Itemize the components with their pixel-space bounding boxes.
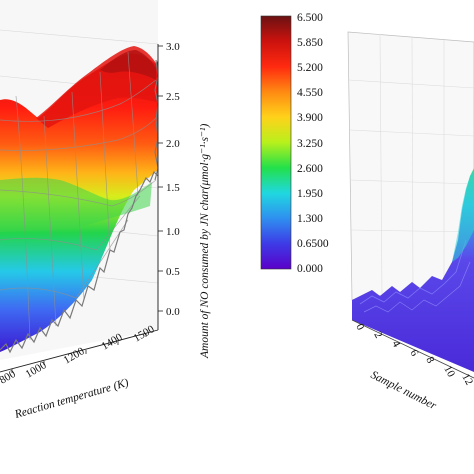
colorbar-tick-label: 0.000 — [297, 263, 323, 275]
z-tick-label: 2.5 — [166, 91, 180, 103]
x-tick-label: 1200 — [62, 345, 87, 367]
z-tick: 0.5 — [158, 266, 180, 278]
x-tick-label: 0 — [353, 322, 366, 333]
colorbar-tick-label: 0.6500 — [297, 238, 329, 250]
z-tick-label: 0.5 — [166, 266, 180, 278]
colorbar-tick-label: 3.900 — [297, 112, 323, 124]
right-surface-mesh — [363, 261, 471, 313]
colorbar-tick-label: 1.300 — [297, 213, 323, 225]
z-tick: 1.5 — [158, 182, 180, 194]
x-tick-label: 800 — [0, 368, 18, 387]
left-surface-right-edge — [154, 59, 159, 181]
z-tick: 1.0 — [158, 226, 180, 238]
right-plot: 0 2 4 6 8 10 12 Sample number — [347, 31, 474, 413]
x-tick-label: 8 — [423, 355, 436, 366]
right-back-wall — [347, 31, 474, 301]
z-tick-label: 3.0 — [166, 41, 180, 53]
left-x-axis — [0, 329, 159, 373]
left-z-axis-title: Amount of NO consumed by JN char(μmol·g⁻… — [199, 123, 211, 359]
x-tick: 1000 — [24, 359, 49, 381]
colorbar-tick-label: 2.600 — [297, 163, 323, 175]
z-tick: 2.0 — [158, 138, 180, 150]
colorbar-tick-label: 1.950 — [297, 188, 323, 200]
x-tick: 1200 — [62, 345, 87, 367]
colorbar-tick-label: 3.250 — [297, 138, 323, 150]
z-tick: 3.0 — [158, 41, 180, 53]
left-z-ticks: 3.0 2.5 2.0 1.5 1.0 0.5 0.0 — [158, 41, 180, 318]
right-x-axis-title: Sample number — [369, 369, 439, 413]
right-x-ticks: 0 2 4 6 8 10 12 — [353, 322, 474, 387]
right-x-axis — [351, 319, 474, 379]
x-tick-label: 4 — [389, 339, 402, 350]
left-surface-band — [0, 177, 152, 232]
x-tick-label: 12 — [459, 372, 474, 387]
colorbar-tick-label: 5.850 — [297, 37, 323, 49]
colorbar-gradient — [260, 15, 292, 270]
colorbar-tick-label: 5.200 — [297, 62, 323, 74]
left-surface-mesh — [0, 51, 157, 341]
z-tick: 2.5 — [158, 91, 180, 103]
right-surface — [352, 168, 474, 372]
z-tick-label: 1.5 — [166, 182, 180, 194]
right-surface-mesh — [359, 239, 467, 305]
z-tick-label: 0.0 — [166, 306, 180, 318]
left-x-axis-title: Reaction temperature (K) — [13, 377, 131, 421]
left-surface-peak-dark — [100, 50, 156, 80]
colorbar-tick-label: 6.500 — [297, 12, 323, 24]
z-tick-label: 1.0 — [166, 226, 180, 238]
right-back-grid — [348, 33, 474, 297]
x-tick-label: 10 — [441, 364, 457, 380]
x-tick-label: 6 — [407, 348, 420, 359]
left-surface-front-edge — [0, 170, 159, 354]
x-tick: 800 — [0, 368, 18, 387]
colorbar-tick-label: 4.550 — [297, 87, 323, 99]
z-tick: 0.0 — [158, 306, 180, 318]
x-tick-label: 1000 — [24, 359, 49, 381]
z-tick-label: 2.0 — [166, 138, 180, 150]
left-plot: 800 1000 1200 1400 1500 Reaction tempera… — [0, 0, 211, 421]
colorbar-ticks: 6.500 5.850 5.200 4.550 3.900 3.250 2.60… — [297, 12, 329, 275]
colorbar: 6.500 5.850 5.200 4.550 3.900 3.250 2.60… — [260, 12, 329, 275]
right-surface-peak — [452, 170, 474, 262]
x-tick-label: 2 — [371, 330, 384, 340]
